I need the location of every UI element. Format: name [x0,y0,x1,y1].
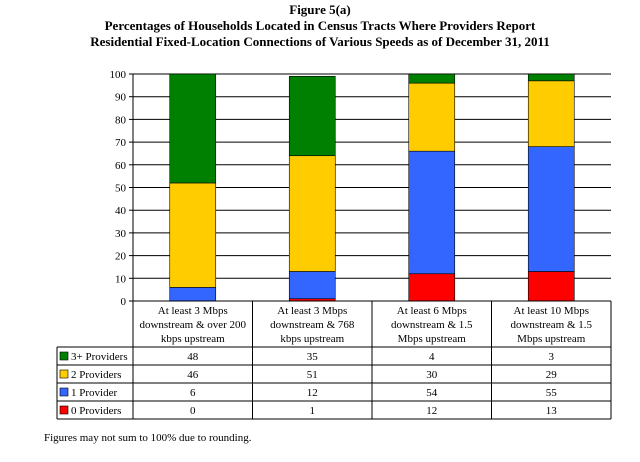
category-label: downstream & 1.5 [510,319,592,331]
bar-segment [288,75,336,157]
table-cell-value: 46 [187,369,199,381]
category-label: kbps upstream [161,333,225,345]
y-tick-label: 20 [115,251,127,263]
bar-segment [408,82,456,152]
table-cell-value: 6 [190,387,196,399]
legend-swatch [59,405,69,415]
legend-label: 2 Providers [71,369,121,381]
bar-segment [527,146,575,272]
category-label: At least 3 Mbps [277,305,347,317]
category-label: Mbps upstream [398,333,467,345]
chart-subtitle-line-2: Residential Fixed-Location Connections o… [90,34,550,49]
y-tick-label: 80 [115,114,127,126]
table-cell-value: 4 [429,351,435,363]
table-cell-value: 1 [310,405,316,417]
legend-swatch [59,369,69,379]
bar-segment [408,73,456,84]
y-tick-label: 70 [115,137,127,149]
table-cell-value: 12 [307,387,318,399]
y-tick-label: 100 [110,69,127,81]
y-tick-label: 40 [115,205,127,217]
category-label: downstream & over 200 [139,319,246,331]
footnote: Figures may not sum to 100% due to round… [44,432,252,444]
legend-swatch [59,387,69,397]
category-label: At least 10 Mbps [514,305,589,317]
bar-segment [527,271,575,302]
chart-subtitle-line-1: Percentages of Households Located in Cen… [104,18,536,33]
category-label: downstream & 768 [270,319,355,331]
bar-segment [527,80,575,147]
y-tick-label: 50 [115,183,127,195]
bar-segment [169,73,217,184]
y-tick-label: 90 [115,92,127,104]
category-label: At least 3 Mbps [158,305,228,317]
legend-label: 1 Provider [71,387,117,399]
bar-segment [288,155,336,272]
table-cell-value: 54 [426,387,438,399]
table-cell-value: 48 [187,351,199,363]
table-cell-value: 0 [190,405,196,417]
bar-segment [169,182,217,288]
bar-segment [288,271,336,300]
legend-swatch [59,351,69,361]
table-cell-value: 30 [426,369,438,381]
table-cell-value: 3 [549,351,555,363]
table-cell-value: 13 [546,405,558,417]
legend-label: 3+ Providers [71,351,128,363]
chart-title: Figure 5(a) [289,2,351,17]
bar-segment [408,150,456,275]
table-cell-value: 12 [426,405,437,417]
legend-label: 0 Providers [71,405,121,417]
category-label: downstream & 1.5 [391,319,473,331]
table-cell-value: 35 [307,351,319,363]
bar-segment [169,287,217,302]
table-cell-value: 29 [546,369,558,381]
y-tick-label: 0 [121,296,127,308]
table-cell-value: 51 [307,369,318,381]
y-tick-label: 30 [115,228,127,240]
bar-segment [408,273,456,302]
bar-segment [527,73,575,82]
y-tick-label: 60 [115,160,127,172]
y-tick-label: 10 [115,273,127,285]
category-label: At least 6 Mbps [397,305,467,317]
category-label: Mbps upstream [517,333,586,345]
table-cell-value: 55 [546,387,558,399]
category-label: kbps upstream [280,333,344,345]
